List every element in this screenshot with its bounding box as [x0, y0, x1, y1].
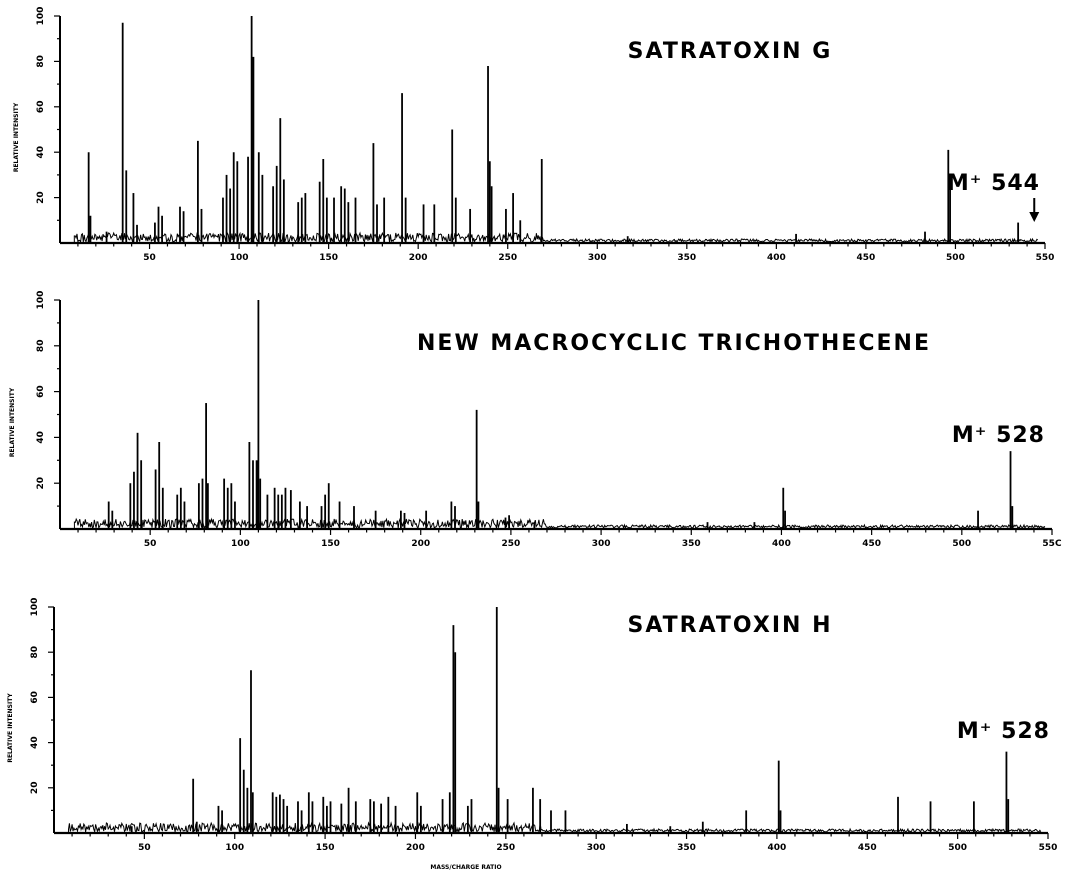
y-tick-label: 20	[36, 191, 46, 204]
x-tick-label: 150	[321, 539, 340, 549]
x-tick-label: 500	[952, 539, 971, 549]
x-tick-label: 250	[498, 253, 517, 263]
x-tick-label: 350	[677, 253, 696, 263]
x-tick-label: 400	[772, 539, 791, 549]
arrow-head-icon	[1029, 212, 1040, 222]
x-tick-label: 550	[1036, 253, 1055, 263]
x-tick-label: 350	[682, 539, 701, 549]
y-tick-label: 40	[36, 431, 46, 444]
x-tick-label: 550	[1039, 843, 1058, 853]
y-tick-label: 60	[36, 385, 46, 398]
chart-title: NEW MACROCYCLIC TRICHOTHECENE	[417, 331, 931, 356]
y-axis-label: RELATIVE INTENSITY	[9, 387, 16, 457]
x-tick-label: 450	[858, 843, 877, 853]
x-tick-label: 300	[587, 843, 606, 853]
x-tick-label: 400	[767, 253, 786, 263]
x-tick-label: 450	[857, 253, 876, 263]
y-tick-label: 60	[30, 691, 40, 704]
chart-title: SATRATOXIN H	[628, 613, 833, 638]
molecular-ion-label: M⁺ 528	[957, 719, 1050, 744]
x-tick-label: 200	[406, 843, 425, 853]
chart-title: SATRATOXIN G	[628, 39, 833, 64]
x-tick-label: 50	[143, 253, 156, 263]
y-tick-label: 40	[36, 146, 46, 159]
y-tick-label: 20	[36, 477, 46, 490]
molecular-ion-label: M⁺ 544	[947, 171, 1040, 196]
y-tick-label: 100	[36, 291, 46, 310]
y-tick-label: 100	[36, 7, 46, 26]
x-tick-label: 500	[946, 253, 965, 263]
baseline-noise	[67, 821, 1042, 834]
x-tick-label: 450	[862, 539, 881, 549]
x-tick-label: 400	[768, 843, 787, 853]
y-tick-label: 80	[30, 646, 40, 659]
y-tick-label: 60	[36, 101, 46, 114]
x-tick-label: 100	[225, 843, 244, 853]
y-tick-label: 20	[30, 782, 40, 795]
baseline-noise	[73, 517, 1046, 530]
x-tick-label: 250	[496, 843, 515, 853]
panel-satratoxin-h: 50 100 150 200 250 300 350 400 450 500 550 20 40 60 80…	[7, 598, 1057, 871]
x-tick-label: 200	[411, 539, 430, 549]
y-axis-label: RELATIVE INTENSITY	[7, 693, 14, 763]
x-tick-label: 300	[588, 253, 607, 263]
x-tick-label: 150	[319, 253, 338, 263]
panel-satratoxin-g: 50 100 150 200 250 300 350 400 450 500 550 20 40 60 80…	[13, 7, 1054, 263]
x-tick-label: 200	[409, 253, 428, 263]
y-tick-label: 100	[30, 598, 40, 617]
baseline-noise	[73, 231, 1039, 244]
x-tick-label: 100	[230, 253, 249, 263]
x-tick-label: 150	[316, 843, 335, 853]
x-tick-label: 350	[677, 843, 696, 853]
y-tick-label: 80	[36, 340, 46, 353]
y-tick-label: 40	[30, 736, 40, 749]
x-tick-label: 100	[231, 539, 250, 549]
x-tick-label: 250	[502, 539, 521, 549]
x-tick-label: 300	[592, 539, 611, 549]
panel-new-macrocyclic-trichothecene: 50 100 150 200 250 300 350 400 450 500 55C 20 40 60 80…	[9, 291, 1062, 549]
molecular-ion-label: M⁺ 528	[952, 423, 1045, 448]
x-tick-label: 500	[948, 843, 967, 853]
x-tick-label: 55C	[1042, 539, 1062, 549]
x-axis-label: MASS/CHARGE RATIO	[430, 864, 501, 871]
x-tick-label: 50	[144, 539, 157, 549]
x-tick-label: 50	[138, 843, 151, 853]
y-axis-label: RELATIVE INTENSITY	[13, 102, 20, 172]
y-tick-label: 80	[36, 55, 46, 68]
